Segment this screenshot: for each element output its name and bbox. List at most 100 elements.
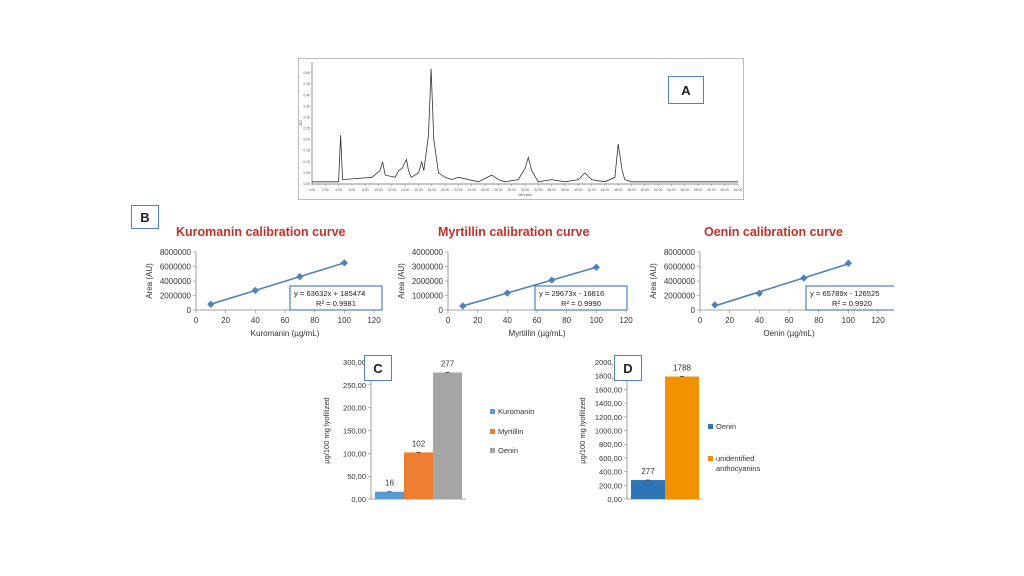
chromatogram-y-tick-label: 0.10 [303, 160, 310, 164]
chromatogram-x-tick-label: 50.00 [641, 188, 650, 192]
oenin-data-point [844, 259, 853, 267]
myrtillin-y-tick-label: 0 [439, 306, 444, 315]
panel-d-y-tick-label: 600,00 [599, 454, 622, 463]
panel-d-legend-label: Oenin [716, 422, 736, 431]
panel-d-y-tick-label: 1200,00 [595, 413, 622, 422]
panel-label-a: A [668, 76, 704, 104]
kuromanin-data-point [296, 272, 304, 281]
oenin-y-tick-label: 2000000 [664, 292, 696, 301]
chromatogram-y-tick-label: 0.05 [303, 171, 310, 175]
panel-c-data-label: 16 [385, 479, 394, 488]
chromatogram-y-tick-label: 0.25 [303, 127, 310, 131]
kuromanin-trendline [210, 262, 345, 305]
chromatogram-y-tick-label: 0.40 [303, 93, 310, 97]
panel-d-y-tick-label: 400,00 [599, 468, 622, 477]
panel-c-bar [404, 452, 433, 499]
oenin-x-tick-label: 60 [785, 316, 794, 325]
kuromanin-y-tick-label: 4000000 [160, 277, 192, 286]
panel-c-legend-line: Myrtillin [498, 427, 523, 436]
myrtillin-trendline [462, 266, 597, 307]
panel-c-legend-swatch [490, 448, 495, 453]
myrtillin-chart-title: Myrtillin calibration curve [438, 225, 590, 239]
chromatogram-x-tick-label: 12.00 [388, 188, 397, 192]
panel-c-bar-chart: 0,00 50,00 100,00 150,00 200,00 250,00 300,00 µ… [322, 358, 534, 504]
chromatogram-x-tick-label: 28.00 [494, 188, 503, 192]
chromatogram-x-tick-label: 60.00 [707, 188, 716, 192]
chromatogram-x-tick-label: 0.00 [309, 188, 316, 192]
myrtillin-x-tick-label: 20 [473, 316, 482, 325]
panel-c-legend-line: Kuromanin [498, 407, 534, 416]
panel-d-y-tick-label: 1800,00 [595, 372, 622, 381]
myrtillin-data-point [592, 263, 601, 271]
panel-c-y-tick-label: 250,00 [343, 381, 366, 390]
oenin-calibration-chart: 0 2000000 4000000 6000000 8000000 0 20 40 60 80 10… [649, 248, 894, 338]
chromatogram-y-tick-label: 0.35 [303, 104, 310, 108]
panel-c-y-tick-label: 0,00 [351, 495, 366, 504]
kuromanin-y-tick-label: 8000000 [160, 248, 192, 257]
chromatogram-x-tick-label: 32.00 [521, 188, 530, 192]
chromatogram-x-tick-label: 58.00 [694, 188, 703, 192]
myrtillin-x-label: Myrtillin (µg/mL) [508, 329, 565, 338]
chromatogram-x-tick-label: 64.00 [734, 188, 743, 192]
kuromanin-y-tick-label: 2000000 [160, 292, 192, 301]
kuromanin-x-tick-label: 60 [281, 316, 290, 325]
chromatogram-x-tick-label: 14.00 [401, 188, 410, 192]
oenin-x-tick-label: 80 [814, 316, 823, 325]
panel-d-y-tick-label: 1000,00 [595, 427, 622, 436]
chromatogram-x-tick-label: 42.00 [587, 188, 596, 192]
oenin-r-squared: R² = 0.9920 [832, 299, 872, 308]
chromatogram-y-tick-label: 0.20 [303, 138, 310, 142]
panel-label-c: C [364, 355, 392, 381]
myrtillin-y-label: Area (AU) [397, 263, 406, 299]
chromatogram-x-tick-label: 46.00 [614, 188, 623, 192]
panel-d-legend-label: unidentified anthocyanins [716, 454, 760, 473]
chromatogram-x-tick-label: 62.00 [720, 188, 729, 192]
oenin-x-tick-label: 120 [871, 316, 885, 325]
panel-d-y-tick-label: 2000,00 [595, 358, 622, 367]
kuromanin-y-label: Area (AU) [145, 263, 154, 299]
myrtillin-x-tick-label: 120 [619, 316, 633, 325]
chromatogram-trace [312, 68, 738, 183]
chromatogram-x-tick-label: 22.00 [454, 188, 463, 192]
panel-d-bar [631, 480, 665, 499]
oenin-y-tick-label: 0 [691, 306, 696, 315]
chromatogram-x-tick-label: 10.00 [374, 188, 383, 192]
chromatogram-y-label: AU [299, 120, 303, 126]
oenin-x-tick-label: 40 [755, 316, 764, 325]
myrtillin-y-tick-label: 1000000 [412, 292, 444, 301]
chromatogram-y-tick-label: 0.30 [303, 115, 310, 119]
myrtillin-data-point [459, 302, 467, 310]
panel-c-bar [433, 372, 462, 499]
chromatogram-x-tick-label: 16.00 [414, 188, 423, 192]
panel-d-legend-swatch [708, 424, 713, 429]
panel-c-data-label: 277 [441, 360, 455, 369]
chromatogram-x-tick-label: 48.00 [627, 188, 636, 192]
oenin-y-tick-label: 4000000 [664, 277, 696, 286]
panel-c-legend-line: Oenin [498, 446, 518, 455]
panel-c-legend-label: Oenin [498, 446, 518, 455]
oenin-trendline [714, 263, 849, 307]
myrtillin-equation: y = 29673x - 16816 [539, 289, 604, 298]
panel-c-y-tick-label: 100,00 [343, 449, 366, 458]
panel-c-legend-swatch [490, 409, 495, 414]
kuromanin-x-tick-label: 120 [367, 316, 381, 325]
panel-d-legend-line: Oenin [716, 422, 736, 431]
chromatogram-x-tick-label: 8.00 [362, 188, 369, 192]
kuromanin-x-tick-label: 0 [194, 316, 199, 325]
chromatogram-x-tick-label: 40.00 [574, 188, 583, 192]
panel-c-y-label: µg/100 mg lyofilized [322, 397, 331, 463]
kuromanin-equation-box [289, 285, 383, 311]
chromatogram-x-tick-label: 26.00 [481, 188, 490, 192]
myrtillin-y-tick-label: 2000000 [412, 277, 444, 286]
panel-d-data-label: 277 [641, 467, 655, 476]
chromatogram-x-tick-label: 52.00 [654, 188, 663, 192]
oenin-equation-box [805, 285, 894, 311]
oenin-x-label: Oenin (µg/mL) [763, 329, 815, 338]
myrtillin-x-tick-label: 40 [503, 316, 512, 325]
panel-d-y-label: µg/100 mg lyofilized [578, 397, 587, 463]
chromatogram-y-tick-label: 0.15 [303, 149, 310, 153]
chromatogram-x-tick-label: 54.00 [667, 188, 676, 192]
panel-d-bar-chart: 0,00 200,00 400,00 600,00 800,00 1000,00 1200,… [578, 358, 760, 504]
oenin-data-point [711, 301, 719, 309]
chromatogram-x-tick-label: 38.00 [561, 188, 570, 192]
